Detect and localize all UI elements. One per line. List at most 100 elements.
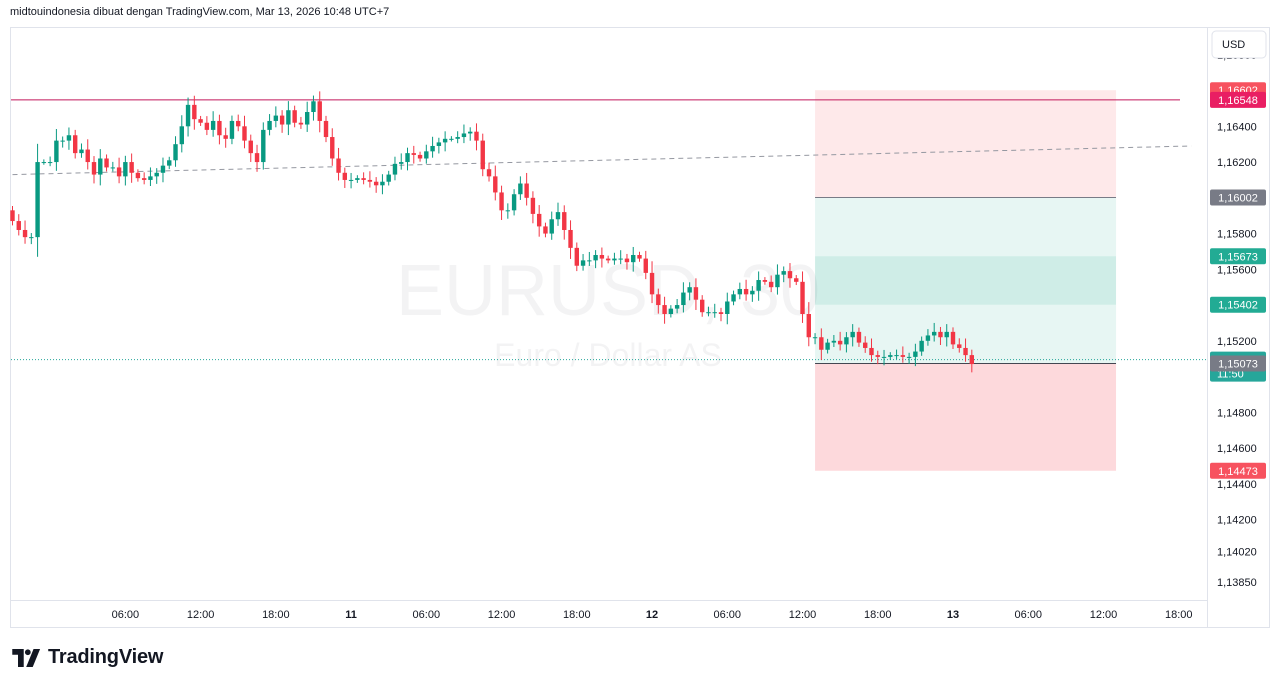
time-tick-label: 12:00 — [488, 609, 516, 621]
candle-body — [185, 104, 191, 127]
candle-body — [643, 258, 648, 273]
candle-body — [787, 271, 793, 279]
candle-body — [894, 355, 899, 357]
price-tick-label: 1,14400 — [1217, 479, 1257, 491]
price-tick-label: 1,15200 — [1217, 336, 1257, 348]
candle-body — [179, 126, 184, 145]
time-tick-label: 12:00 — [1090, 609, 1118, 621]
candle-body — [587, 260, 592, 262]
candle-body — [674, 305, 680, 309]
candle-body — [850, 331, 855, 338]
candle-body — [436, 142, 442, 146]
target-zone[interactable] — [815, 197, 1117, 364]
price-badge-label: 1,16002 — [1218, 192, 1258, 204]
candle-body — [775, 274, 780, 288]
candle-body — [906, 356, 912, 358]
time-tick-label: 18:00 — [563, 609, 591, 621]
candle-body — [624, 258, 630, 263]
price-tick-label: 1,13850 — [1217, 577, 1257, 589]
candle-body — [869, 347, 874, 356]
candle-body — [210, 120, 216, 130]
candle-body — [323, 120, 329, 138]
price-tick-label: 1,15600 — [1217, 264, 1257, 276]
tradingview-brand[interactable]: TradingView — [12, 646, 163, 669]
candle-body — [167, 160, 172, 166]
time-axis[interactable]: 06:00 12:00 18:00 11 06:00 12:00 18:00 12 06:00 1… — [112, 609, 1193, 621]
candle-body — [10, 210, 15, 222]
candle-body — [261, 129, 266, 163]
candle-body — [819, 337, 824, 350]
drawing-lines[interactable] — [11, 99, 1207, 361]
candle-body — [248, 140, 253, 154]
candle-body — [781, 271, 786, 275]
time-tick-label: 06:00 — [112, 609, 140, 621]
candle-body — [123, 162, 128, 177]
price-axis[interactable]: 1,168001,164001,162001,158001,156001,152… — [1217, 50, 1257, 589]
position-tool[interactable] — [815, 90, 1117, 471]
candle-body — [794, 278, 799, 282]
candle-body — [725, 301, 730, 314]
candle-body — [60, 140, 65, 142]
price-badge-target — [1210, 248, 1266, 265]
time-tick-label: 12 — [646, 609, 658, 621]
candle-body — [392, 163, 398, 175]
candle-body — [110, 167, 116, 169]
candle-body — [963, 347, 968, 356]
chart-attribution: midtouindonesia dibuat dengan TradingVie… — [10, 6, 390, 18]
candle-body — [925, 335, 931, 341]
stop-zone-lower[interactable] — [815, 363, 1117, 471]
candle-body — [91, 162, 97, 175]
candle-body — [430, 145, 435, 152]
candle-body — [474, 131, 479, 141]
trendline[interactable] — [12, 145, 1192, 176]
candle-body — [530, 197, 536, 214]
candle-body — [812, 337, 818, 339]
candle-body — [944, 331, 949, 338]
time-tick-label: 12:00 — [187, 609, 215, 621]
price-tick-label: 1,14800 — [1217, 407, 1257, 419]
candle-body — [104, 158, 109, 168]
stop-zone-upper[interactable] — [815, 90, 1117, 198]
price-tick-label: 1,14020 — [1217, 547, 1257, 559]
target-zone-mid[interactable] — [815, 256, 1117, 305]
candle-body — [668, 308, 674, 314]
candle-body — [562, 212, 567, 230]
candle-body — [98, 158, 103, 175]
time-tick-label: 11 — [345, 609, 357, 621]
candle-body — [580, 260, 586, 266]
candle-body — [756, 280, 761, 291]
currency-button-label: USD — [1222, 39, 1245, 51]
candle-body — [493, 176, 498, 193]
candle-body — [612, 258, 617, 261]
candle-body — [574, 247, 579, 266]
candle-body — [267, 120, 272, 130]
price-badge-stop — [1210, 462, 1266, 479]
candle-body — [913, 351, 918, 357]
candle-body — [424, 151, 429, 159]
candle-body — [957, 344, 962, 348]
currency-button[interactable]: USD — [1211, 30, 1267, 59]
candle-body — [461, 133, 467, 138]
candle-body — [286, 110, 291, 125]
candle-body — [29, 237, 34, 239]
candle-body — [599, 255, 605, 259]
price-badge-label: 1,15073 — [1218, 359, 1258, 371]
candle-body — [35, 162, 40, 238]
candle-body — [662, 305, 667, 314]
candle-body — [455, 137, 460, 139]
candle-body — [192, 104, 197, 120]
candle-body — [330, 137, 335, 159]
candle-body — [831, 340, 837, 343]
candle-body — [931, 331, 937, 336]
candle-body — [938, 331, 943, 338]
candle-body — [618, 258, 623, 260]
candle-body — [712, 312, 717, 314]
time-tick-label: 18:00 — [864, 609, 892, 621]
tradingview-logo-icon — [12, 648, 41, 667]
candle-body — [505, 210, 511, 212]
candle-body — [681, 292, 686, 306]
candle-body — [198, 119, 203, 123]
candle-body — [22, 229, 28, 238]
candle-body — [731, 294, 736, 302]
